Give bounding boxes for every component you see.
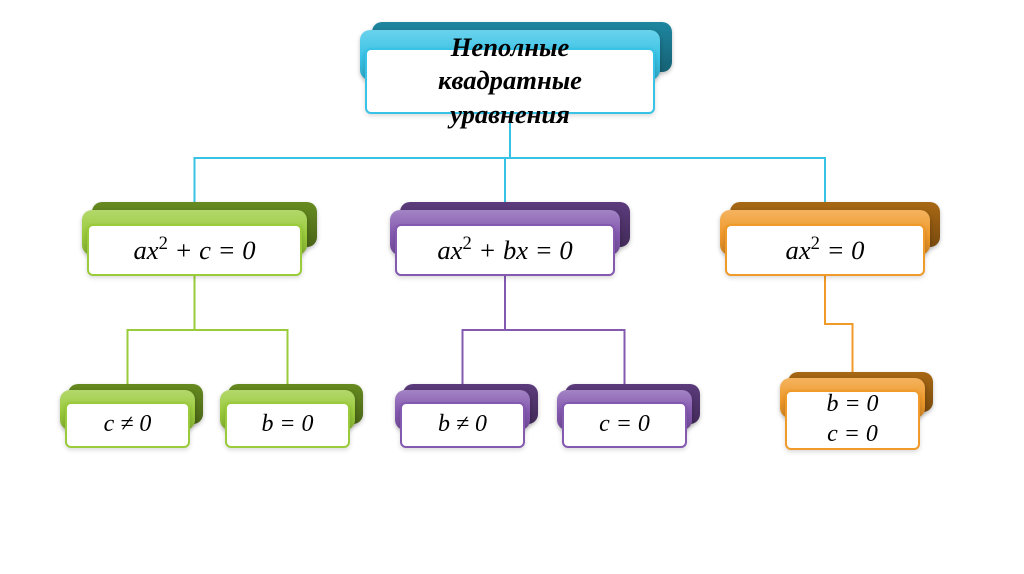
node-label: ax2 = 0	[786, 232, 865, 267]
formula-box: ax2 + bx = 0	[395, 224, 615, 276]
node-label: c = 0	[599, 410, 650, 440]
connector-child2-leaf2a	[463, 276, 506, 384]
diagram-canvas: Неполные квадратныеуравнения ax2 + c = 0 a…	[0, 0, 1024, 574]
connector-child2-leaf2b	[505, 276, 625, 384]
connector-child3-leaf3	[825, 276, 853, 372]
formula-box: ax2 + c = 0	[87, 224, 302, 276]
node-label: b = 0c = 0	[826, 390, 878, 450]
node-label: ax2 + c = 0	[133, 232, 255, 267]
formula-box: c = 0	[562, 402, 687, 448]
connector-child1-leaf1b	[195, 276, 288, 384]
formula-box: ax2 = 0	[725, 224, 925, 276]
node-label: ax2 + bx = 0	[437, 232, 572, 267]
node-label: b = 0	[261, 410, 313, 440]
formula-box: b = 0	[225, 402, 350, 448]
formula-box: b = 0c = 0	[785, 390, 920, 450]
node-label: b ≠ 0	[438, 410, 487, 440]
formula-box: b ≠ 0	[400, 402, 525, 448]
node-label: Неполные квадратныеуравнения	[379, 31, 641, 131]
node-label: c ≠ 0	[104, 410, 152, 440]
formula-box: c ≠ 0	[65, 402, 190, 448]
title-box: Неполные квадратныеуравнения	[365, 48, 655, 114]
connector-child1-leaf1a	[128, 276, 195, 384]
